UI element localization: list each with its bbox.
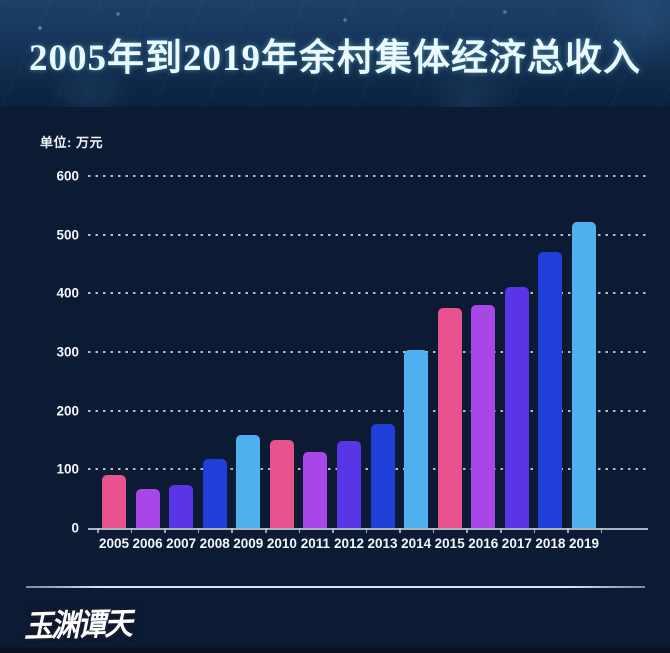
grid-line xyxy=(88,175,648,177)
x-axis-label: 2007 xyxy=(166,536,197,551)
bar xyxy=(135,489,160,528)
yuyuan-tantian-logo: 玉渊谭天 xyxy=(23,605,132,645)
x-axis-label: 2013 xyxy=(367,536,398,551)
y-axis-label: 500 xyxy=(56,227,79,243)
x-axis-tick xyxy=(231,528,233,533)
x-axis-tick xyxy=(365,528,368,533)
grid-line xyxy=(88,409,648,412)
x-axis-label: 2016 xyxy=(468,536,499,551)
x-axis-tick xyxy=(466,528,468,533)
grid-line xyxy=(88,233,648,236)
x-axis-label: 2019 xyxy=(568,536,599,551)
bar xyxy=(236,435,261,528)
x-axis-tick xyxy=(197,528,200,533)
bar xyxy=(269,440,294,528)
x-axis-tick xyxy=(130,528,133,533)
x-axis-label: 2006 xyxy=(132,536,163,551)
footer-divider xyxy=(26,586,645,588)
title-banner: 2005年到2019年余村集体经济总收入 xyxy=(0,0,670,107)
bar xyxy=(404,349,429,528)
bar xyxy=(370,424,395,528)
grid-line xyxy=(88,292,648,295)
x-axis-label: 2018 xyxy=(535,536,566,551)
x-axis-label: 2010 xyxy=(266,536,297,551)
grid-line xyxy=(88,468,648,471)
x-axis-label: 2009 xyxy=(233,536,264,551)
bar xyxy=(102,474,126,528)
x-axis-tick xyxy=(500,528,502,533)
bar xyxy=(571,222,596,528)
chart-title: 2005年到2019年余村集体经济总收入 xyxy=(29,37,641,79)
y-axis-label: 200 xyxy=(56,403,79,419)
y-axis-label: 100 xyxy=(56,461,79,477)
bar xyxy=(437,308,462,528)
x-axis-tick xyxy=(600,528,603,533)
y-axis-label: 400 xyxy=(56,285,79,301)
grid-line xyxy=(88,351,648,353)
x-axis-label: 2012 xyxy=(333,536,365,551)
x-axis-label: 2017 xyxy=(501,536,532,551)
x-axis-tick xyxy=(533,528,536,533)
x-axis-tick xyxy=(265,528,267,533)
x-axis-tick xyxy=(97,528,99,533)
x-axis-tick xyxy=(432,528,435,533)
x-axis-tick xyxy=(332,528,334,533)
bar xyxy=(303,452,328,528)
x-axis-label: 2011 xyxy=(300,536,331,551)
x-axis-tick xyxy=(298,528,301,533)
bar xyxy=(169,485,194,528)
bar xyxy=(471,305,496,528)
x-axis-label: 2008 xyxy=(199,536,230,551)
y-axis-label: 300 xyxy=(56,344,79,360)
bar xyxy=(336,440,361,528)
x-axis-label: 2015 xyxy=(434,536,465,551)
y-axis-label: 600 xyxy=(56,168,79,184)
x-axis-label: 2005 xyxy=(98,536,130,551)
bar xyxy=(538,251,563,528)
x-axis-tick xyxy=(164,528,166,533)
x-axis-tick xyxy=(567,528,569,533)
unit-label: 单位: 万元 xyxy=(40,135,103,150)
x-axis-tick xyxy=(399,528,401,533)
plot-area: 100 200 300 400 500 600 0 2005 2006 2007 2008 2009 2… xyxy=(56,169,648,551)
x-axis-label: 2014 xyxy=(401,536,432,551)
bottom-fade xyxy=(0,645,670,653)
y-axis-label: 0 xyxy=(71,520,79,536)
bar xyxy=(202,459,227,528)
bar xyxy=(504,287,529,528)
